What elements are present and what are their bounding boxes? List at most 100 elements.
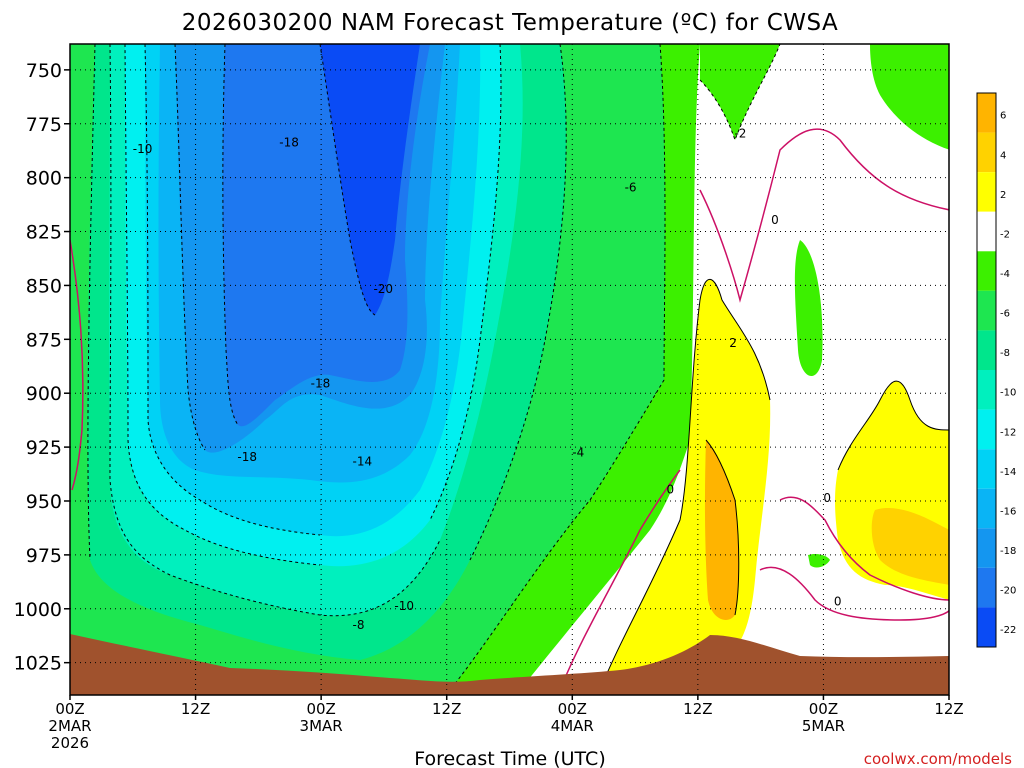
colorbar-label: 2 — [1000, 190, 1006, 201]
contour-label: -18 — [311, 377, 331, 391]
y-tick-label: 1000 — [14, 599, 62, 621]
contour-line-j — [449, 44, 666, 691]
colorbar-swatch — [977, 607, 996, 647]
colorbar-label: -18 — [1000, 546, 1016, 557]
field-upper-right-green — [870, 44, 949, 150]
y-tick-label: 750 — [26, 60, 62, 82]
field-orange-lower-column — [704, 440, 739, 620]
zero-contour-right-loop — [759, 566, 949, 621]
plot-frame — [69, 43, 950, 696]
colorbar-swatch — [977, 567, 996, 608]
contour-line-h — [429, 44, 502, 521]
zero-contour-left — [70, 239, 84, 491]
colorbar-label: -16 — [1000, 506, 1016, 517]
warm-contours — [599, 278, 949, 691]
colorbar-label: 4 — [1000, 150, 1006, 161]
y-tick-label: 975 — [26, 545, 62, 567]
contour-line-b — [109, 44, 441, 617]
field-green-small-blob — [808, 553, 830, 568]
x-tick-label: 00Z — [558, 700, 587, 718]
contour-line-g — [319, 44, 376, 316]
zero-contours — [70, 128, 949, 691]
colorbar-label: -4 — [1000, 269, 1010, 280]
zero-contour-lower — [559, 469, 681, 691]
contour-label: -10 — [133, 142, 153, 156]
contour-label: -2 — [734, 127, 746, 141]
field-cold-core — [320, 44, 420, 315]
grid-lines — [70, 44, 949, 695]
y-tick-label: 1025 — [14, 653, 62, 675]
x-tick-label: 3MAR — [300, 717, 343, 735]
credit-link[interactable]: coolwx.com/models — [864, 750, 1012, 768]
colorbar-swatch — [977, 93, 996, 133]
x-tick-label: 00Z — [306, 700, 335, 718]
x-tick-label: 00Z — [55, 700, 84, 718]
x-tick-label: 5MAR — [802, 717, 845, 735]
x-tick-label: 2026 — [51, 734, 89, 752]
x-tick-label: 12Z — [683, 700, 712, 718]
y-tick-label: 850 — [26, 275, 62, 297]
y-tick-label: 875 — [26, 329, 62, 351]
x-tick-label: 00Z — [809, 700, 838, 718]
colorbar-label: -2 — [1000, 229, 1010, 240]
contour-line-e — [174, 44, 206, 451]
contour-label: -10 — [394, 599, 414, 613]
colorbar-label: -6 — [1000, 309, 1010, 320]
contour-label: 0 — [823, 491, 831, 505]
contour-label: 2 — [729, 336, 737, 350]
chart-title: 2026030200 NAM Forecast Temperature (ºC)… — [182, 10, 839, 36]
colorbar-label: -14 — [1000, 467, 1016, 478]
colorbar-swatch — [977, 488, 996, 529]
y-tick-label: 800 — [26, 168, 62, 190]
y-tick-label: 900 — [26, 383, 62, 405]
contour-label: -6 — [625, 181, 637, 195]
colorbar-swatch — [977, 290, 996, 331]
warm-contour-4 — [705, 439, 740, 616]
colorbar-swatch — [977, 528, 996, 568]
contour-label: 0 — [771, 213, 779, 227]
contour-label: -8 — [353, 618, 365, 632]
colorbar-swatch — [977, 132, 996, 173]
colorbar-swatch — [977, 370, 996, 410]
colorbar-swatch — [977, 330, 996, 370]
colorbar-label: 6 — [1000, 111, 1006, 122]
colorbar: 6 4 2 -2 -4 -6 -8 -10 -12 -14 -16 -18 -20 -22 — [976, 92, 1016, 648]
zero-contour-upper — [699, 128, 949, 303]
subzero-contours — [87, 44, 781, 691]
contour-line-k — [699, 44, 781, 142]
y-tick-label: 950 — [26, 491, 62, 513]
colorbar-swatch — [977, 211, 996, 252]
y-tick-label: 775 — [26, 114, 62, 136]
y-tick-label: 825 — [26, 222, 62, 244]
colorbar-label: -22 — [1000, 625, 1016, 636]
contour-label: 0 — [666, 482, 674, 496]
colorbar-label: -20 — [1000, 586, 1016, 597]
zero-contour-right-lower — [779, 496, 949, 601]
colorbar-label: -12 — [1000, 427, 1016, 438]
contour-label: -18 — [237, 450, 257, 464]
colorbar-label: -8 — [1000, 348, 1010, 359]
warm-contour-right — [837, 380, 949, 471]
colorbar-swatch — [977, 409, 996, 450]
colorbar-label: -10 — [1000, 388, 1016, 399]
contour-label: -18 — [279, 135, 299, 149]
contour-label: -20 — [373, 282, 393, 296]
x-tick-label: 2MAR — [48, 717, 91, 735]
field-green-blob-825 — [794, 240, 823, 377]
contour-line-f — [222, 44, 239, 426]
colorbar-swatch — [977, 172, 996, 212]
x-tick-label: 12Z — [181, 700, 210, 718]
x-tick-label: 12Z — [432, 700, 461, 718]
x-tick-label: 4MAR — [551, 717, 594, 735]
colorbar-swatch — [977, 251, 996, 291]
x-tick-label: 12Z — [934, 700, 963, 718]
y-tick-label: 925 — [26, 437, 62, 459]
colorbar-frame — [976, 92, 997, 648]
contour-line-a — [87, 44, 96, 561]
field-upper-mid-green — [700, 44, 780, 140]
field-orange-right-pocket — [871, 508, 949, 585]
colorbar-swatch — [977, 449, 996, 489]
